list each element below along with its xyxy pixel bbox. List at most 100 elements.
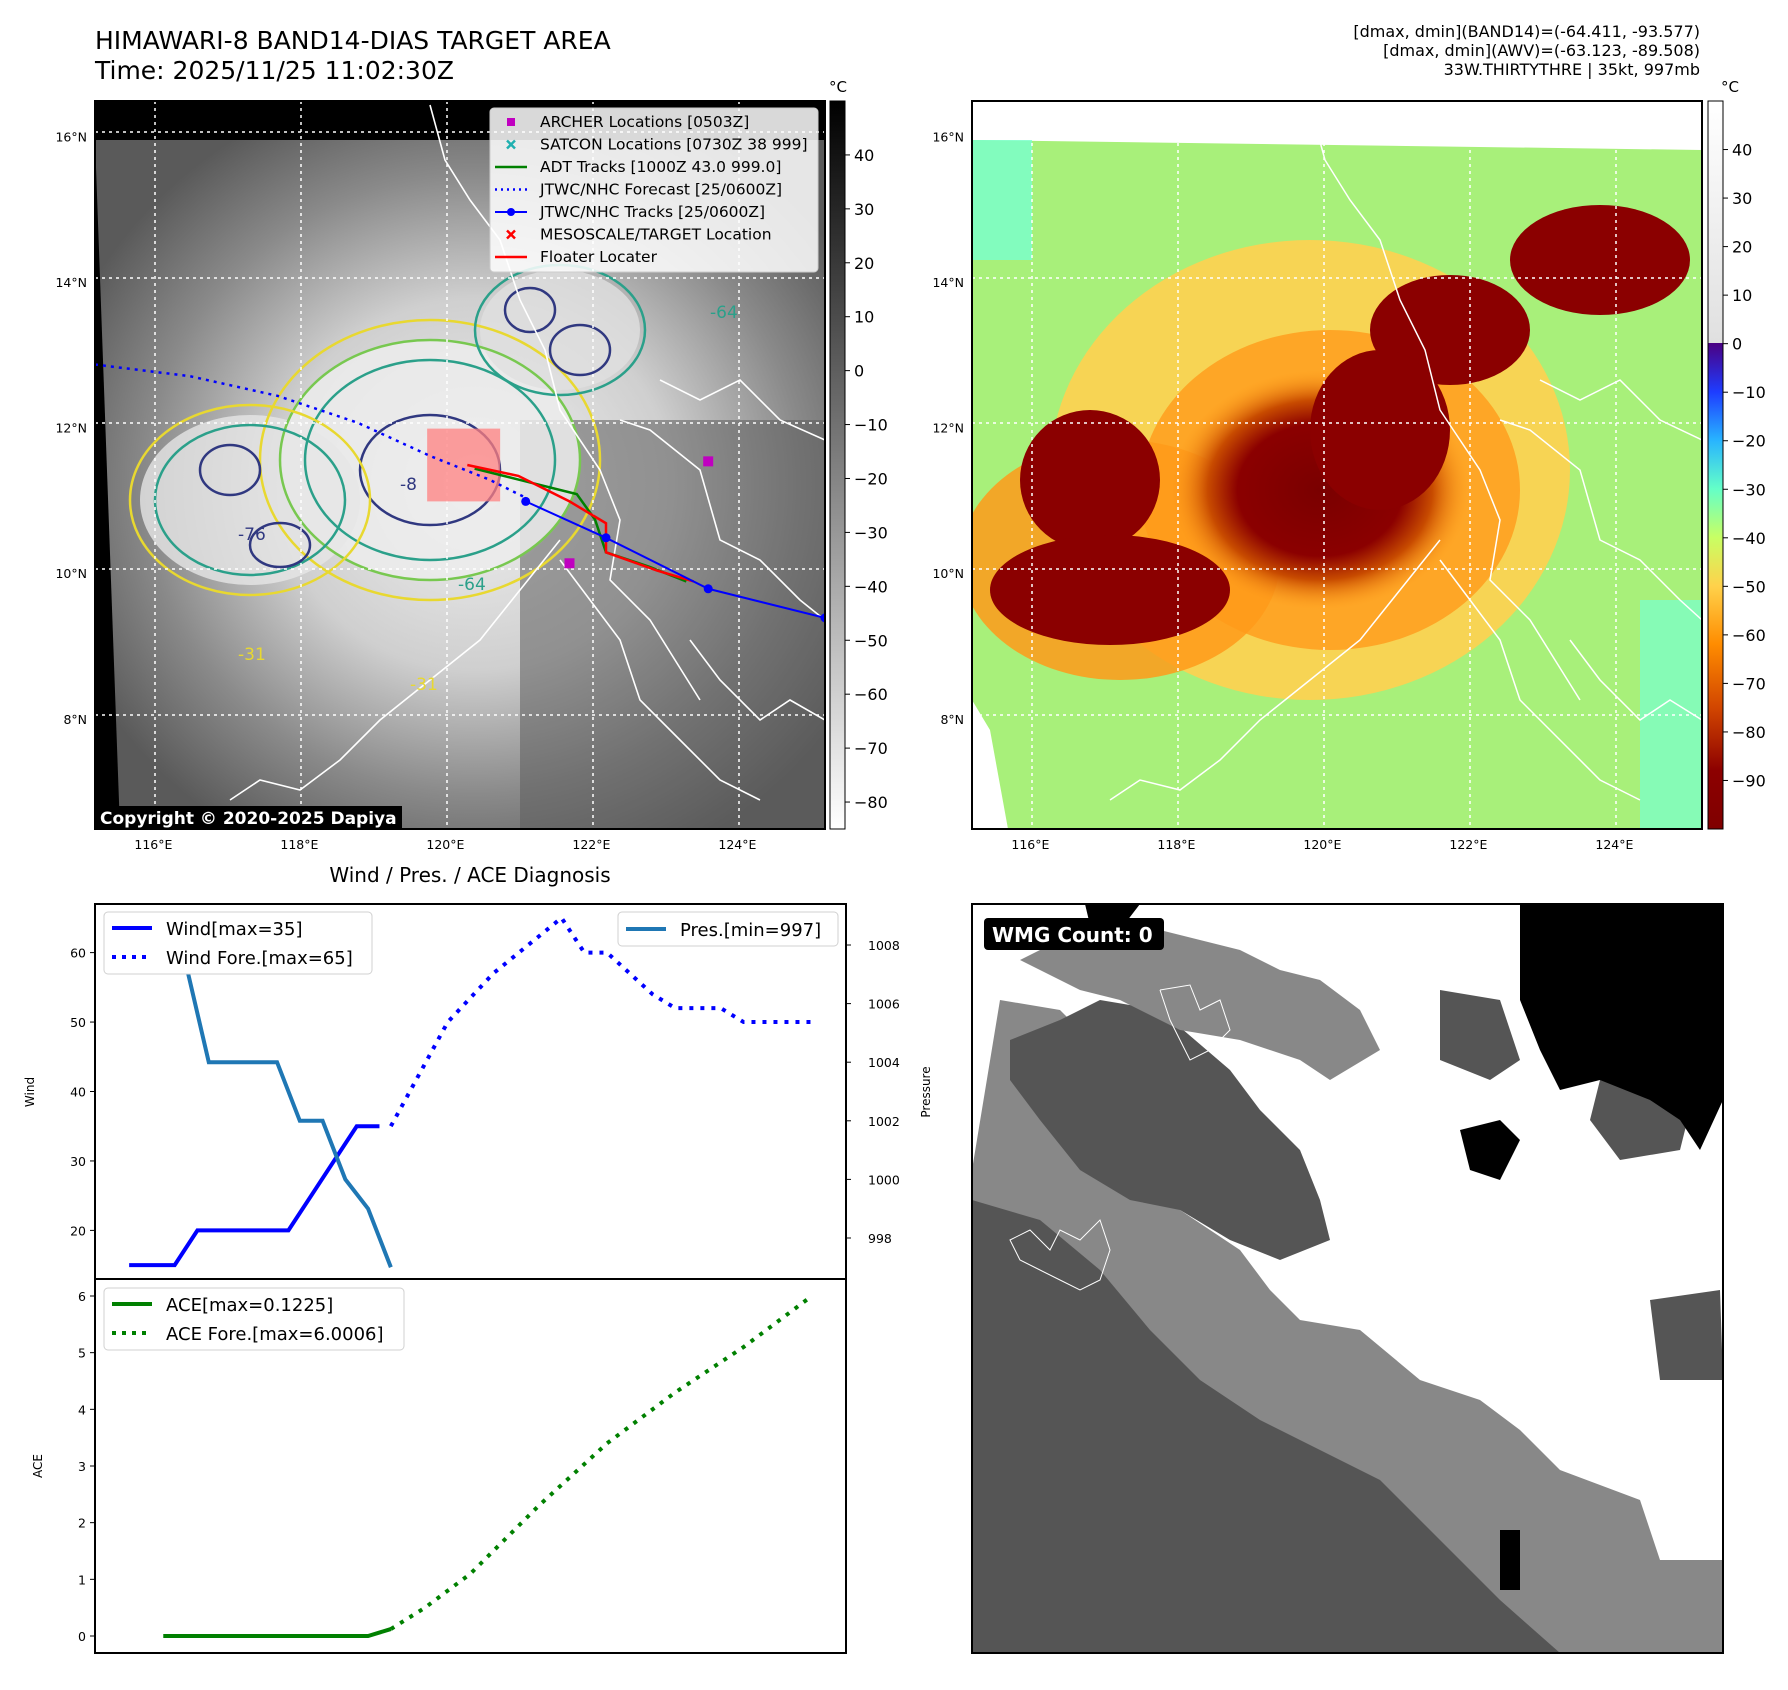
contour-label: -64 [710, 303, 738, 323]
contour-label: -64 [458, 575, 486, 595]
jtwc-track-point [820, 613, 825, 623]
map-legend: ARCHER Locations [0503Z] SATCON Locations… [489, 107, 819, 273]
pressure-legend: Pres.[min=997] [617, 911, 839, 947]
y2-tick-label: 998 [868, 1231, 892, 1246]
copyright-badge: Copyright © 2020-2025 Dapiya [95, 806, 402, 830]
contour-label: -8 [400, 475, 417, 495]
lon-tick-label: 116°E [1011, 837, 1049, 852]
target-box [427, 428, 501, 502]
colorbar-tick-label: −60 [854, 685, 888, 704]
y2-tick-label: 1004 [868, 1055, 900, 1070]
legend-label: SATCON Locations [0730Z 38 999] [540, 136, 808, 154]
legend-entry: ARCHER Locations [0503Z] [507, 113, 749, 131]
right-map-panel [972, 101, 1702, 829]
colorbar-tick-label: −80 [1732, 723, 1766, 742]
info-awv: [dmax, dmin](AWV)=(-63.123, -89.508) [1383, 41, 1700, 60]
contour-label: -31 [410, 675, 438, 695]
lon-tick-label: 120°E [426, 837, 464, 852]
ace-fore-legend-entry: ACE Fore.[max=6.0006] [166, 1324, 384, 1345]
legend-entry: JTWC/NHC Forecast [25/0600Z] [495, 181, 782, 199]
diagnosis-title: Wind / Pres. / ACE Diagnosis [329, 863, 610, 887]
colorbar-tick-label: 40 [854, 146, 874, 165]
lon-tick-label: 118°E [280, 837, 318, 852]
lat-tick-label: 8°N [63, 712, 87, 727]
y2-tick-label: 1008 [868, 938, 900, 953]
colorbar-tick-label: −10 [854, 416, 888, 435]
y-tick-label: 50 [70, 1015, 86, 1030]
lat-tick-label: 10°N [55, 566, 87, 581]
lat-tick-label: 16°N [55, 129, 87, 144]
ace-ylabel: ACE [31, 1454, 45, 1478]
wind-legend: Wind[max=35] Wind Fore.[max=65] [103, 911, 373, 975]
colorbar-tick-label: −50 [1732, 577, 1766, 596]
y2-tick-label: 1002 [868, 1114, 900, 1129]
y-tick-label: 60 [70, 946, 86, 961]
series-line [129, 1124, 380, 1268]
legend-entry: SATCON Locations [0730Z 38 999] [506, 136, 808, 154]
lat-tick-label: 14°N [932, 275, 964, 290]
wind-ylabel: Wind [23, 1077, 37, 1107]
ace-legend-entry: ACE[max=0.1225] [166, 1295, 333, 1316]
wind-fore-legend-entry: Wind Fore.[max=65] [166, 948, 353, 969]
lat-tick-label: 12°N [932, 421, 964, 436]
contour-label: -31 [238, 645, 266, 665]
pressure-legend-entry: Pres.[min=997] [680, 920, 821, 941]
contour-label: -76 [238, 525, 266, 545]
archer-point [703, 456, 714, 467]
y-tick-label: 6 [78, 1289, 86, 1304]
lat-tick-label: 14°N [55, 275, 87, 290]
figure-title: HIMAWARI-8 BAND14-DIAS TARGET AREA [95, 26, 611, 55]
legend-label: ARCHER Locations [0503Z] [540, 113, 749, 131]
colorbar-tick-label: −40 [1732, 529, 1766, 548]
y-tick-label: 2 [78, 1516, 86, 1531]
colorbar-tick-label: −40 [854, 577, 888, 596]
wmg-count-label: WMG Count: 0 [992, 923, 1153, 947]
lon-tick-label: 124°E [1595, 837, 1633, 852]
legend-entry: JTWC/NHC Tracks [25/0600Z] [495, 203, 765, 221]
colorbar-tick-label: −50 [854, 631, 888, 650]
jtwc-track-point [703, 584, 713, 594]
colorbar-tick-label: 30 [1732, 189, 1752, 208]
y2-tick-label: 1000 [868, 1172, 900, 1187]
wind-legend-entry: Wind[max=35] [166, 919, 303, 940]
left-colorbar-unit: °C [829, 78, 847, 96]
legend-entry: MESOSCALE/TARGET Location [506, 226, 772, 244]
ace-chart: 6 5 4 3 2 1 0 ACE ACE[max=0.1225] ACE Fore.[ma… [31, 1278, 847, 1654]
lat-tick-label: 8°N [940, 712, 964, 727]
y-tick-label: 1 [78, 1572, 86, 1587]
series-line [163, 1627, 392, 1638]
colorbar-tick-label: 20 [854, 254, 874, 273]
jtwc-track-point [601, 533, 611, 543]
colorbar-tick-label: 0 [1732, 335, 1742, 354]
colorbar-tick-label: −10 [1732, 383, 1766, 402]
colorbar-tick-label: −70 [854, 739, 888, 758]
archer-point [564, 558, 575, 569]
wmg-panel: WMG Count: 0 [971, 903, 1724, 1654]
info-band14: [dmax, dmin](BAND14)=(-64.411, -93.577) [1353, 22, 1700, 41]
colorbar-tick-label: −80 [854, 793, 888, 812]
y2-tick-label: 1006 [868, 997, 900, 1012]
legend-label: Floater Locater [540, 248, 658, 266]
lat-tick-label: 16°N [932, 129, 964, 144]
lat-tick-label: 12°N [55, 421, 87, 436]
right-map-frame [971, 100, 1703, 830]
colorbar-tick-label: −20 [1732, 432, 1766, 451]
floater-track [467, 463, 694, 583]
figure-time: Time: 2025/11/25 11:02:30Z [95, 56, 454, 85]
y-tick-label: 30 [70, 1154, 86, 1169]
colorbar-tick-label: 20 [1732, 238, 1752, 257]
y-tick-label: 0 [78, 1629, 86, 1644]
wind-pressure-chart: 60 50 40 30 20 1008 1006 1004 1002 1000 998 Wind … [23, 903, 933, 1280]
y-tick-label: 20 [70, 1223, 86, 1238]
legend-label: JTWC/NHC Forecast [25/0600Z] [539, 181, 782, 199]
right-colorbar-unit: °C [1721, 78, 1739, 96]
storm-info: [dmax, dmin](BAND14)=(-64.411, -93.577) … [1353, 22, 1700, 79]
lon-tick-label: 124°E [718, 837, 756, 852]
lat-tick-label: 10°N [932, 566, 964, 581]
y-tick-label: 40 [70, 1085, 86, 1100]
lon-tick-label: 116°E [134, 837, 172, 852]
y-tick-label: 4 [78, 1402, 86, 1417]
colorbar-tick-label: −70 [1732, 674, 1766, 693]
colorbar-tick-label: 40 [1732, 141, 1752, 160]
